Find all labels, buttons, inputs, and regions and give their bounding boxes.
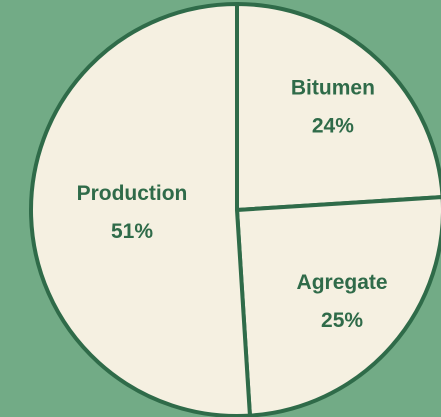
pie-slice [235,2,441,212]
slice-label: Production [77,182,188,205]
slice-value-label: 25% [321,309,363,332]
slice-label: Bitumen [291,76,375,99]
slice-value-label: 24% [312,114,354,137]
pie-slice [235,195,441,417]
slice-value-label: 51% [111,220,153,243]
pie-slice [29,2,252,417]
slice-label: Agregate [297,271,388,294]
